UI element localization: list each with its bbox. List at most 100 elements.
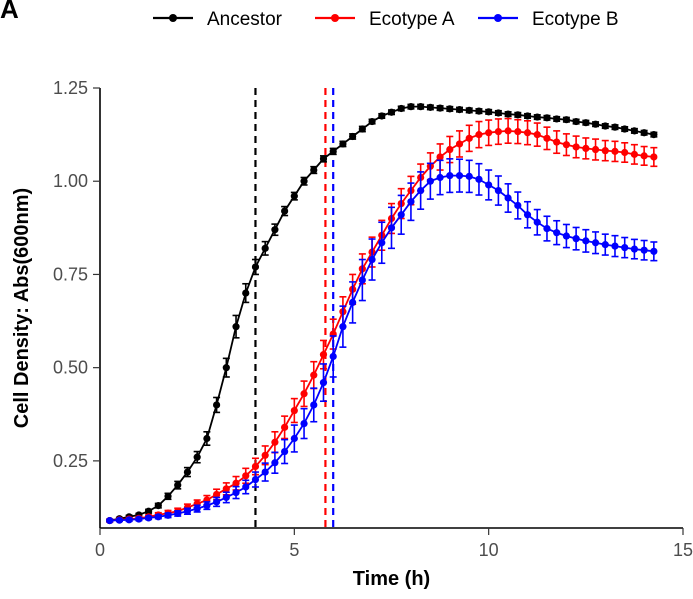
data-point: [533, 218, 541, 226]
data-point: [543, 224, 551, 233]
data-point: [310, 166, 318, 174]
data-point: [183, 468, 192, 476]
data-point: [300, 419, 308, 428]
data-point: [485, 181, 493, 189]
data-point: [417, 186, 425, 195]
data-point: [475, 175, 483, 183]
data-point: [232, 479, 240, 487]
data-point: [504, 127, 512, 135]
data-point: [203, 502, 211, 510]
data-point: [387, 224, 396, 232]
data-point: [562, 232, 571, 240]
data-point: [582, 119, 590, 127]
data-point: [523, 112, 532, 120]
series-ecotype-a: [106, 117, 658, 525]
data-point: [446, 172, 454, 180]
data-point: [465, 172, 473, 180]
x-axis-title: Time (h): [353, 568, 430, 590]
data-point: [650, 247, 658, 255]
data-point: [368, 117, 376, 126]
data-point: [174, 481, 182, 489]
data-point: [358, 276, 366, 284]
data-point: [397, 104, 405, 113]
data-point: [281, 447, 289, 456]
data-point: [164, 511, 172, 519]
data-point: [621, 243, 629, 252]
data-point: [494, 186, 502, 195]
data-point: [446, 105, 454, 113]
data-point: [650, 131, 658, 139]
data-point: [640, 246, 648, 254]
data-point: [358, 125, 366, 133]
data-point: [213, 498, 221, 506]
data-point: [329, 147, 337, 155]
data-point: [572, 143, 580, 151]
data-point: [572, 235, 580, 243]
data-point: [494, 109, 502, 117]
data-point: [222, 364, 230, 372]
legend: Ancestor Ecotype A Ecotype B: [153, 9, 619, 30]
data-point: [475, 131, 483, 139]
data-point: [553, 229, 561, 237]
data-point: [436, 153, 444, 161]
data-point: [397, 211, 405, 219]
series-ecotype-b: [106, 158, 658, 525]
data-point: [417, 103, 425, 111]
data-point: [543, 134, 551, 142]
data-point: [387, 108, 396, 116]
y-tick-label: 1.00: [53, 171, 88, 191]
data-point: [523, 129, 532, 137]
data-point: [533, 113, 541, 121]
data-point: [232, 488, 240, 497]
data-point: [562, 141, 571, 149]
data-point: [650, 153, 658, 161]
data-point: [319, 351, 328, 359]
data-point: [115, 516, 124, 524]
data-point: [271, 459, 279, 467]
legend-marker: [494, 14, 502, 22]
data-point: [164, 492, 172, 500]
legend-label: Ecotype B: [532, 9, 619, 30]
data-point: [339, 323, 347, 331]
data-point: [349, 298, 357, 307]
data-point: [242, 483, 250, 491]
data-point: [183, 507, 192, 515]
axes: 0 5 10 15 0.25 0.50 0.75 1.00 1.25: [53, 78, 693, 560]
data-point: [640, 152, 648, 160]
data-point: [611, 147, 619, 155]
data-point: [174, 509, 182, 518]
data-point: [485, 129, 493, 137]
data-point: [144, 514, 153, 522]
y-tick-label: 0.75: [53, 264, 88, 284]
data-point: [436, 104, 444, 112]
data-point: [154, 502, 162, 510]
x-tick-label: 5: [289, 540, 299, 560]
data-point: [601, 241, 609, 249]
data-point: [339, 140, 347, 148]
data-point: [640, 129, 648, 137]
data-point: [213, 490, 221, 499]
data-point: [242, 472, 250, 480]
data-point: [621, 125, 629, 133]
data-point: [232, 323, 240, 331]
series-line: [109, 105, 655, 522]
data-point: [455, 172, 464, 180]
data-point: [271, 438, 279, 446]
legend-marker: [169, 14, 177, 22]
data-point: [426, 103, 434, 111]
legend-marker: [331, 14, 339, 22]
data-point: [319, 378, 328, 387]
data-point: [251, 462, 260, 471]
data-point: [601, 147, 609, 155]
data-point: [281, 423, 289, 431]
data-point: [261, 244, 269, 252]
data-point: [514, 201, 522, 210]
data-point: [368, 255, 376, 264]
data-point: [582, 237, 590, 245]
series-ancestor: [106, 103, 658, 525]
data-point: [611, 242, 619, 250]
data-point: [319, 155, 328, 163]
data-point: [630, 245, 639, 253]
legend-label: Ecotype A: [369, 9, 455, 30]
data-point: [591, 120, 600, 128]
